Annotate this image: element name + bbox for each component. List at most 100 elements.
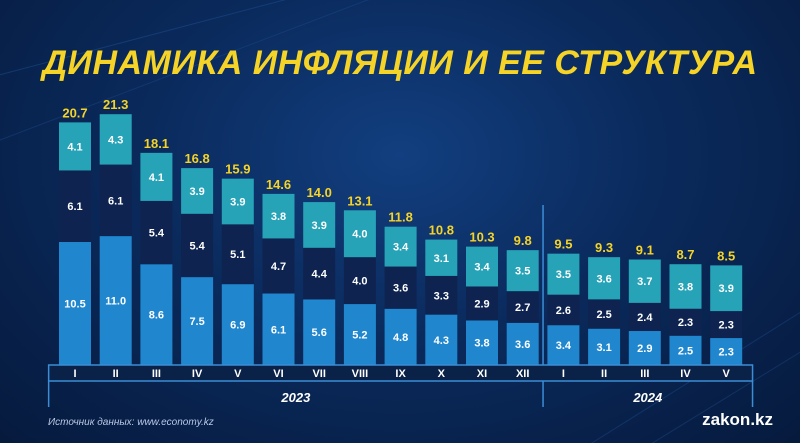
bar-segment-top	[588, 257, 621, 300]
x-tick-label: XII	[516, 368, 529, 380]
year-label: 2023	[280, 390, 311, 405]
bar-segment-top	[262, 193, 295, 239]
bar-segment-top	[303, 202, 336, 248]
bar-segment-middle	[221, 224, 254, 285]
bar-segment-top	[425, 239, 458, 276]
zakon-logo: zakon.kz	[702, 410, 773, 429]
x-tick-label: V	[234, 368, 242, 380]
x-tick-label: IV	[192, 368, 203, 380]
bar-segment-middle	[262, 238, 295, 294]
data-label-top: 3.4	[393, 242, 409, 254]
bar-segment-bottom	[384, 308, 417, 365]
data-label-top: 3.6	[596, 273, 611, 285]
x-tick-label: III	[152, 368, 161, 380]
bar-segment-top	[181, 168, 214, 214]
total-label: 18.1	[144, 136, 169, 151]
bar-segment-middle	[384, 266, 417, 309]
bar-segment-bottom	[588, 328, 621, 365]
bar-segment-top	[343, 210, 376, 258]
bar-segment-middle	[303, 247, 336, 300]
data-label-top: 4.1	[149, 172, 164, 184]
bar-segment-middle	[506, 291, 539, 323]
data-label-top: 3.9	[719, 283, 734, 295]
x-tick-label: I	[73, 368, 76, 380]
data-label-middle: 4.4	[312, 269, 328, 281]
data-source-note: Источник данных: www.economy.kz	[48, 417, 214, 428]
bar-segment-top	[506, 250, 539, 292]
total-label: 9.5	[554, 237, 572, 252]
bar-segment-top	[221, 178, 254, 225]
data-label-middle: 5.4	[189, 240, 205, 252]
data-label-middle: 3.3	[434, 290, 449, 302]
x-tick-label: VII	[312, 368, 325, 380]
data-label-middle: 6.1	[67, 201, 82, 213]
data-label-bottom: 5.6	[312, 327, 327, 339]
bar-segment-top	[628, 259, 661, 303]
data-label-top: 3.4	[474, 262, 490, 274]
bar-segment-bottom	[59, 241, 91, 365]
bar-segment-top	[466, 246, 498, 287]
data-label-middle: 3.6	[393, 283, 408, 295]
bar-segment-bottom	[466, 320, 498, 365]
bar-segment-middle	[140, 200, 173, 265]
data-label-top: 3.9	[312, 220, 327, 232]
bar-segment-middle	[343, 257, 376, 305]
total-label: 10.8	[429, 223, 454, 238]
x-tick-label: II	[113, 368, 119, 380]
total-label: 14.0	[307, 185, 332, 200]
bar-segment-bottom	[628, 331, 661, 365]
total-label: 21.3	[103, 97, 128, 112]
data-label-bottom: 3.1	[596, 342, 611, 354]
total-label: 14.6	[266, 177, 291, 192]
bar-segment-bottom	[506, 322, 539, 365]
x-tick-label: XI	[477, 368, 487, 380]
x-tick-label: VIII	[352, 368, 369, 380]
data-label-top: 4.3	[108, 134, 123, 146]
data-label-top: 3.5	[556, 269, 571, 281]
data-label-bottom: 3.4	[556, 340, 572, 352]
total-label: 9.8	[514, 233, 532, 248]
bar-segment-middle	[99, 164, 132, 237]
x-tick-label: III	[640, 368, 649, 380]
bar-segment-bottom	[669, 335, 702, 365]
total-label: 15.9	[225, 162, 250, 177]
bar-segment-top	[99, 114, 132, 165]
data-label-middle: 6.1	[108, 195, 123, 207]
data-label-middle: 2.3	[719, 320, 734, 332]
total-label: 13.1	[347, 193, 372, 208]
data-label-bottom: 10.5	[64, 298, 85, 310]
data-label-top: 3.8	[678, 281, 693, 293]
data-label-middle: 4.0	[352, 276, 367, 288]
data-label-top: 4.0	[352, 229, 367, 241]
data-label-top: 3.9	[189, 186, 204, 198]
data-label-bottom: 6.1	[271, 324, 286, 336]
bar-segment-middle	[710, 311, 743, 339]
data-label-middle: 5.1	[230, 249, 245, 261]
bar-segment-middle	[466, 286, 498, 321]
data-label-middle: 2.3	[678, 317, 693, 329]
data-label-bottom: 3.6	[515, 339, 530, 351]
bar-segment-bottom	[99, 236, 132, 365]
data-label-bottom: 3.8	[474, 338, 489, 350]
data-label-middle: 2.9	[474, 298, 489, 310]
bar-segment-top	[384, 226, 417, 267]
data-label-middle: 2.6	[556, 305, 571, 317]
x-tick-label: II	[601, 368, 607, 380]
bar-segment-bottom	[425, 314, 458, 365]
x-tick-label: V	[723, 368, 731, 380]
total-label: 16.8	[184, 151, 209, 166]
total-label: 10.3	[469, 230, 494, 245]
bar-segment-bottom	[343, 304, 376, 365]
bar-segment-top	[140, 152, 173, 201]
data-label-bottom: 2.9	[637, 343, 652, 355]
bar-segment-middle	[588, 299, 621, 329]
data-label-bottom: 6.9	[230, 320, 245, 332]
total-label: 20.7	[62, 105, 87, 120]
bar-segment-top	[710, 265, 743, 312]
data-label-bottom: 4.8	[393, 332, 408, 344]
data-label-middle: 5.4	[149, 228, 165, 240]
x-tick-label: IX	[395, 368, 406, 380]
bar-segment-bottom	[140, 264, 173, 365]
bar-segment-middle	[425, 275, 458, 315]
